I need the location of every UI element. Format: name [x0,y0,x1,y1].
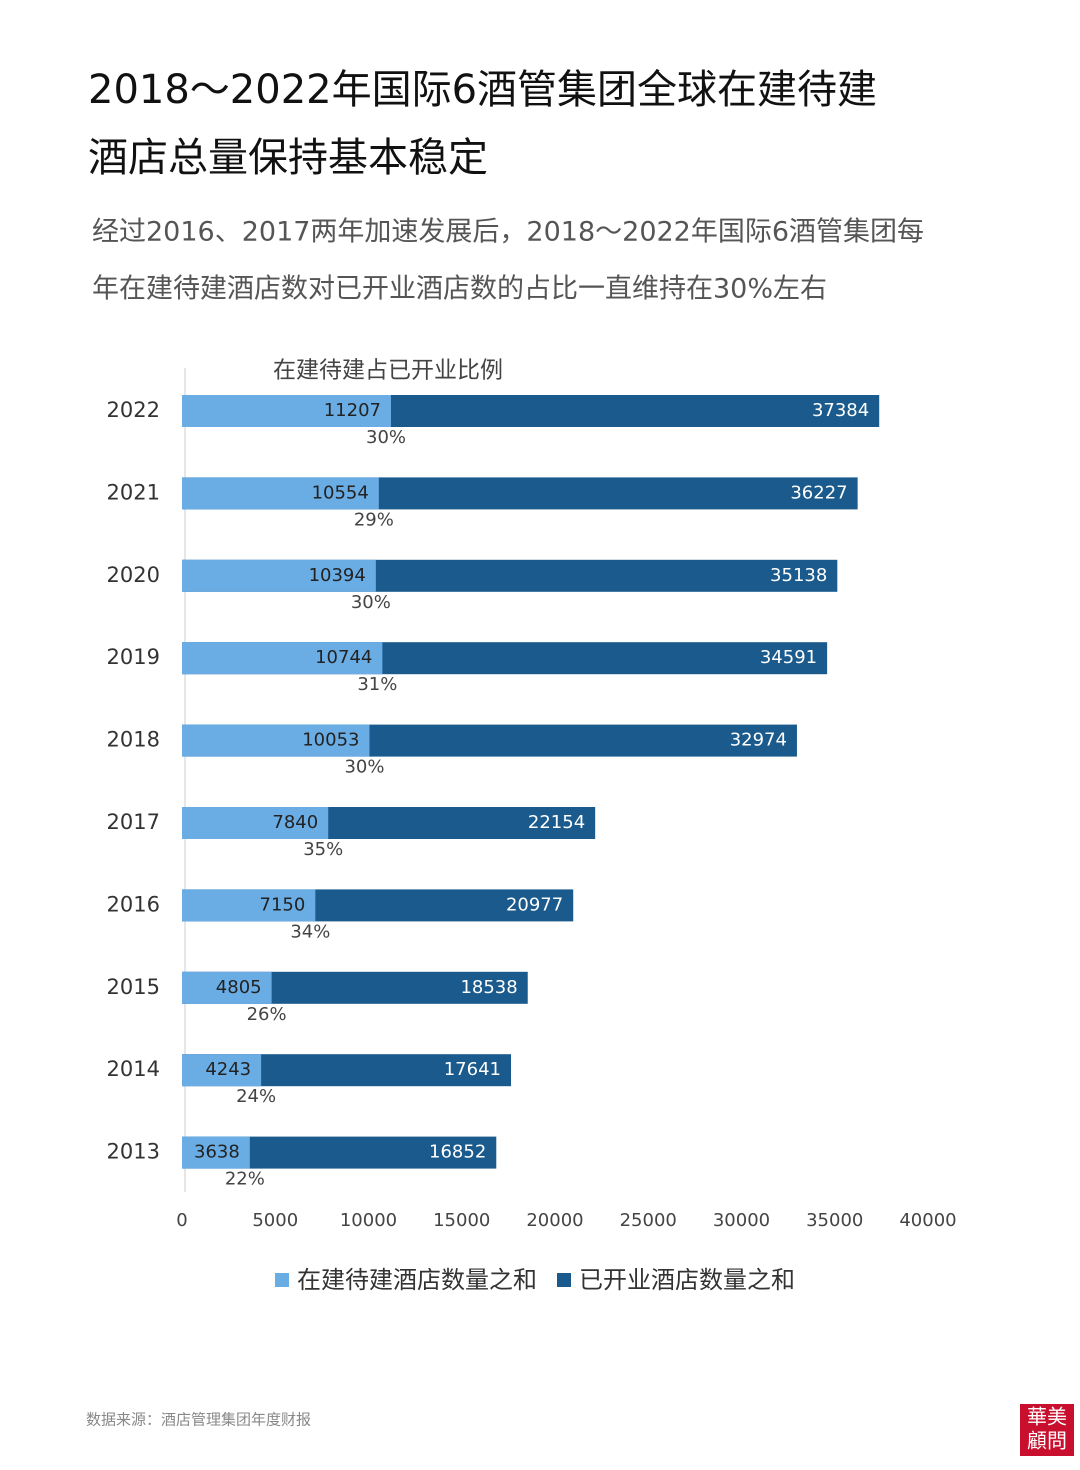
x-tick-label: 15000 [433,1210,490,1231]
bar [182,477,379,510]
data-label: 35138 [770,565,827,586]
bar [182,642,383,675]
x-tick-label: 5000 [252,1210,298,1231]
bar [182,1136,250,1169]
legend-label: 在建待建酒店数量之和 [297,1266,537,1294]
bar [182,724,370,757]
ratio-label: 30% [344,757,384,778]
source: 数据来源：酒店管理集团年度财报 [86,1411,311,1429]
y-tick-label: 2016 [107,892,160,916]
x-tick-label: 30000 [713,1210,770,1231]
y-tick-label: 2021 [107,480,160,504]
data-label: 10554 [312,482,369,503]
data-label: 10394 [309,565,366,586]
ratio-title: 在建待建占已开业比例 [273,358,503,384]
y-tick-label: 2022 [107,398,160,422]
data-label: 4243 [205,1059,251,1080]
data-label: 32974 [730,730,787,751]
chart-title: 2018～2022年国际6酒管集团全球在建待建 [88,67,877,113]
bar [182,559,376,592]
data-label: 10053 [302,730,359,751]
data-label: 20977 [506,894,563,915]
y-tick-label: 2015 [107,975,160,999]
legend-swatch [275,1273,289,1287]
data-label: 16852 [429,1142,486,1163]
subtitle: 经过2016、2017两年加速发展后，2018～2022年国际6酒管集团每 [92,217,924,248]
ratio-label: 22% [225,1169,265,1190]
data-label: 7840 [272,812,318,833]
x-tick-label: 20000 [526,1210,583,1231]
ratio-label: 30% [351,592,391,613]
x-tick-label: 10000 [340,1210,397,1231]
data-label: 37384 [812,400,869,421]
ratio-label: 34% [290,921,330,942]
y-tick-label: 2019 [107,645,160,669]
logo-text: 顧問 [1027,1429,1067,1453]
data-label: 36227 [790,482,847,503]
data-label: 3638 [194,1142,240,1163]
y-tick-label: 2020 [107,563,160,587]
x-tick-label: 35000 [806,1210,863,1231]
chart-title: 酒店总量保持基本稳定 [88,135,488,181]
ratio-label: 31% [357,674,397,695]
ratio-label: 26% [247,1004,287,1025]
subtitle: 年在建待建酒店数对已开业酒店数的占比一直维持在30%左右 [92,274,827,305]
legend-label: 已开业酒店数量之和 [579,1266,795,1294]
x-tick-label: 25000 [620,1210,677,1231]
logo-text: 華美 [1027,1405,1067,1429]
ratio-label: 29% [354,509,394,530]
data-label: 4805 [216,977,262,998]
data-label: 22154 [528,812,585,833]
logo [1020,1404,1074,1456]
x-tick-label: 0 [176,1210,187,1231]
y-tick-label: 2017 [107,810,160,834]
data-label: 10744 [315,647,372,668]
bar [182,395,392,427]
data-label: 18538 [460,977,517,998]
bar [182,971,272,1004]
ratio-label: 30% [366,427,406,448]
bar [182,1054,262,1087]
ratio-label: 35% [303,839,343,860]
ratio-label: 24% [236,1086,276,1107]
legend-swatch [557,1273,571,1287]
data-label: 7150 [260,894,306,915]
y-tick-label: 2014 [107,1057,160,1081]
x-tick-label: 40000 [899,1210,956,1231]
data-label: 17641 [444,1059,501,1080]
bar [182,807,329,839]
y-tick-label: 2018 [107,728,160,752]
bar [182,889,316,922]
y-tick-label: 2013 [107,1140,160,1164]
data-label: 34591 [760,647,817,668]
data-label: 11207 [324,400,381,421]
